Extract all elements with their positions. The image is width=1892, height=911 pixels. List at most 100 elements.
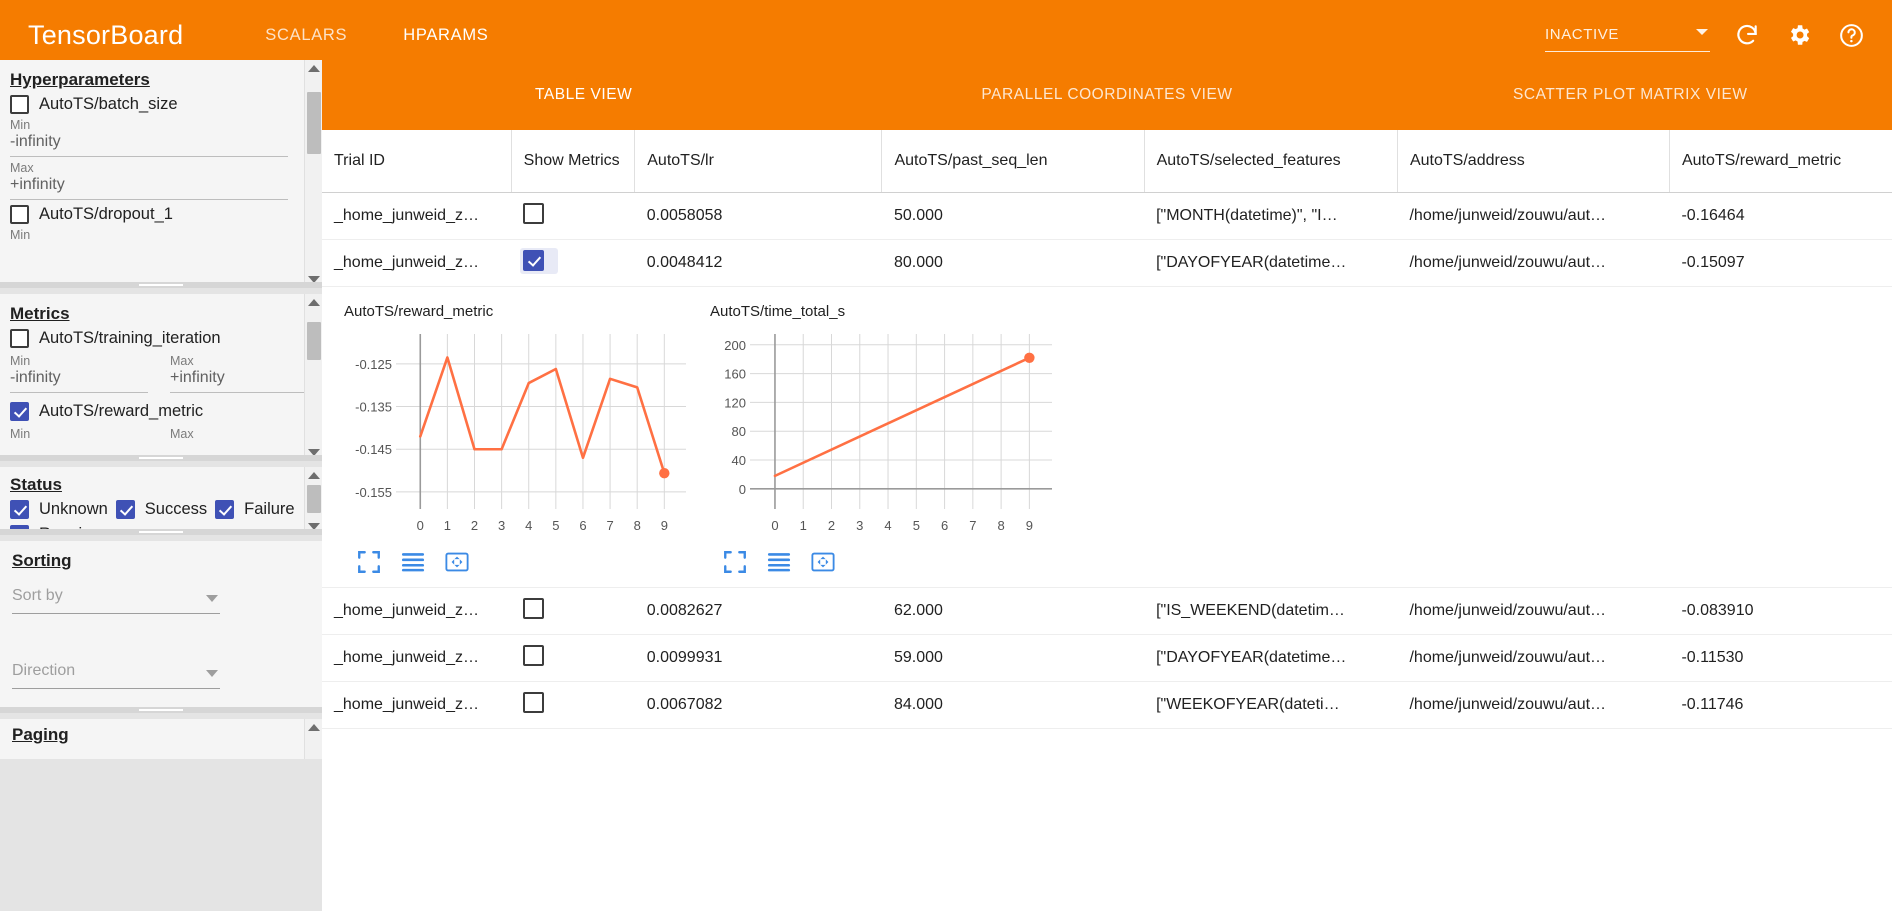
show-metrics-checkbox-wrap[interactable] [523, 691, 545, 718]
scrollbar-thumb[interactable] [307, 485, 321, 513]
column-header-selected-features[interactable]: AutoTS/selected_features [1144, 130, 1398, 193]
hparam-min-field[interactable]: Min -infinity [10, 118, 288, 157]
gear-icon[interactable] [1784, 20, 1814, 50]
svg-text:1: 1 [444, 518, 451, 533]
paging-scrollbar[interactable] [304, 719, 322, 759]
cell-show-metrics[interactable] [511, 239, 635, 287]
fit-icon[interactable] [444, 549, 472, 577]
checkbox[interactable] [523, 202, 545, 224]
column-header-past-seq-len[interactable]: AutoTS/past_seq_len [881, 130, 1145, 193]
table-row[interactable]: _home_junweid_z… 0.0099931 59.000 ["DAYO… [322, 634, 1892, 682]
hparam-item-batch-size[interactable]: AutoTS/batch_size [10, 95, 308, 114]
metric-min-field[interactable]: Min -infinity [10, 354, 148, 393]
checkbox[interactable] [10, 95, 29, 114]
scroll-down-icon[interactable] [308, 523, 320, 530]
cell-past-seq-len: 84.000 [881, 681, 1145, 729]
scrollbar-thumb[interactable] [307, 92, 321, 154]
status-item-failure[interactable]: Failure [215, 500, 295, 519]
show-metrics-checkbox-wrap[interactable] [523, 202, 545, 229]
field-label-max: Max [170, 354, 194, 368]
table-row[interactable]: _home_junweid_z… 0.0058058 50.000 ["MONT… [322, 192, 1892, 240]
scroll-down-icon[interactable] [308, 276, 320, 283]
column-header-show-metrics[interactable]: Show Metrics [511, 130, 636, 193]
checkbox[interactable] [10, 205, 29, 224]
metric-max-field[interactable]: Max +infinity [170, 354, 308, 393]
scroll-down-icon[interactable] [308, 449, 320, 456]
checkbox[interactable] [115, 500, 135, 519]
scroll-up-icon[interactable] [308, 299, 320, 306]
hyperparameters-scrollbar[interactable] [304, 60, 322, 288]
column-header-trial-id[interactable]: Trial ID [322, 130, 512, 193]
table-row[interactable]: _home_junweid_z… 0.0082627 62.000 ["IS_W… [322, 587, 1892, 635]
table-row[interactable]: _home_junweid_z… 0.0048412 80.000 ["DAYO… [322, 239, 1892, 287]
metric-max-field-2[interactable]: Max [170, 427, 308, 442]
hparam-item-dropout-1[interactable]: AutoTS/dropout_1 [10, 205, 308, 224]
chart-canvas[interactable]: -0.125 -0.135 -0.145 -0.155 0 1 2 3 4 5 6 7 8 9 [342, 326, 694, 541]
scroll-up-icon[interactable] [308, 472, 320, 479]
chart-canvas[interactable]: 200 160 120 80 40 0 0 1 2 3 4 5 6 7 8 9 [708, 326, 1060, 541]
metric-item-reward-metric[interactable]: AutoTS/reward_metric [10, 402, 308, 421]
metrics-charts-cell: AutoTS/reward_metric -0.125 -0.135 -0.145-… [322, 286, 1892, 588]
sort-by-select[interactable]: Sort by [12, 587, 220, 614]
cell-lr: 0.0048412 [634, 239, 882, 287]
panel-resize-grip[interactable] [0, 282, 322, 288]
status-item-success[interactable]: Success [115, 500, 207, 519]
scroll-up-icon[interactable] [308, 724, 320, 731]
cell-show-metrics[interactable] [511, 681, 635, 729]
status-scrollbar[interactable] [304, 467, 322, 535]
help-icon[interactable] [1836, 20, 1866, 50]
tab-table-view[interactable]: TABLE VIEW [534, 86, 633, 103]
panel-resize-grip[interactable] [0, 529, 322, 535]
table-row[interactable]: _home_junweid_z… 0.0067082 84.000 ["WEEK… [322, 681, 1892, 729]
show-metrics-checkbox-wrap[interactable] [520, 247, 559, 276]
hparam-min-field-2[interactable]: Min [10, 228, 288, 242]
panel-resize-grip[interactable] [0, 455, 322, 461]
show-metrics-checkbox-wrap[interactable] [523, 644, 545, 671]
metrics-scrollbar[interactable] [304, 294, 322, 461]
nav-tab-scalars[interactable]: SCALARS [265, 25, 348, 44]
charts-container: AutoTS/reward_metric -0.125 -0.135 -0.145-… [334, 297, 1880, 577]
checkbox[interactable] [10, 500, 29, 519]
fullscreen-icon[interactable] [722, 549, 750, 577]
cell-show-metrics[interactable] [511, 634, 635, 682]
tab-scatter-plot-matrix-view[interactable]: SCATTER PLOT MATRIX VIEW [1513, 86, 1748, 103]
lines-icon[interactable] [400, 549, 428, 577]
status-item-unknown[interactable]: Unknown [10, 500, 108, 519]
sorting-title: Sorting [12, 551, 72, 570]
cell-trial-id: _home_junweid_z… [322, 587, 512, 635]
svg-text:6: 6 [579, 518, 586, 533]
column-header-lr[interactable]: AutoTS/lr [634, 130, 883, 193]
tab-parallel-coordinates-view[interactable]: PARALLEL COORDINATES VIEW [981, 86, 1233, 103]
column-header-reward-metric[interactable]: AutoTS/reward_metric [1669, 130, 1892, 193]
fullscreen-icon[interactable] [356, 549, 384, 577]
fit-icon[interactable] [810, 549, 838, 577]
checkbox[interactable] [523, 249, 545, 271]
column-header-address[interactable]: AutoTS/address [1397, 130, 1670, 193]
checkbox[interactable] [10, 402, 29, 421]
checkbox[interactable] [10, 329, 29, 348]
hparams-table: Trial ID Show Metrics AutoTS/lr AutoTS/p… [322, 130, 1892, 729]
lines-icon[interactable] [766, 549, 794, 577]
checkbox[interactable] [523, 644, 545, 666]
sidebar: Hyperparameters AutoTS/batch_size Min -i… [0, 60, 322, 911]
hparam-max-field[interactable]: Max +infinity [10, 161, 288, 200]
checkbox[interactable] [523, 597, 545, 619]
scrollbar-thumb[interactable] [307, 322, 321, 360]
checkbox[interactable] [523, 691, 545, 713]
chart-title: AutoTS/reward_metric [344, 302, 494, 320]
refresh-icon[interactable] [1732, 20, 1762, 50]
cell-address: /home/junweid/zouwu/aut… [1397, 192, 1670, 240]
metric-item-training-iteration[interactable]: AutoTS/training_iteration [10, 329, 308, 348]
cell-show-metrics[interactable] [511, 192, 635, 240]
nav-tab-hparams[interactable]: HPARAMS [403, 25, 489, 44]
checkbox[interactable] [215, 500, 235, 519]
metrics-title: Metrics [10, 304, 70, 323]
metric-min-field-2[interactable]: Min [10, 427, 148, 442]
show-metrics-checkbox-wrap[interactable] [523, 597, 545, 624]
scroll-up-icon[interactable] [308, 65, 320, 72]
direction-select[interactable]: Direction [12, 662, 220, 689]
cell-show-metrics[interactable] [511, 587, 635, 635]
panel-resize-grip[interactable] [0, 707, 322, 713]
run-selector[interactable]: INACTIVE [1545, 18, 1710, 52]
chart-reward-metric: AutoTS/reward_metric -0.125 -0.135 -0.145-… [342, 303, 694, 577]
